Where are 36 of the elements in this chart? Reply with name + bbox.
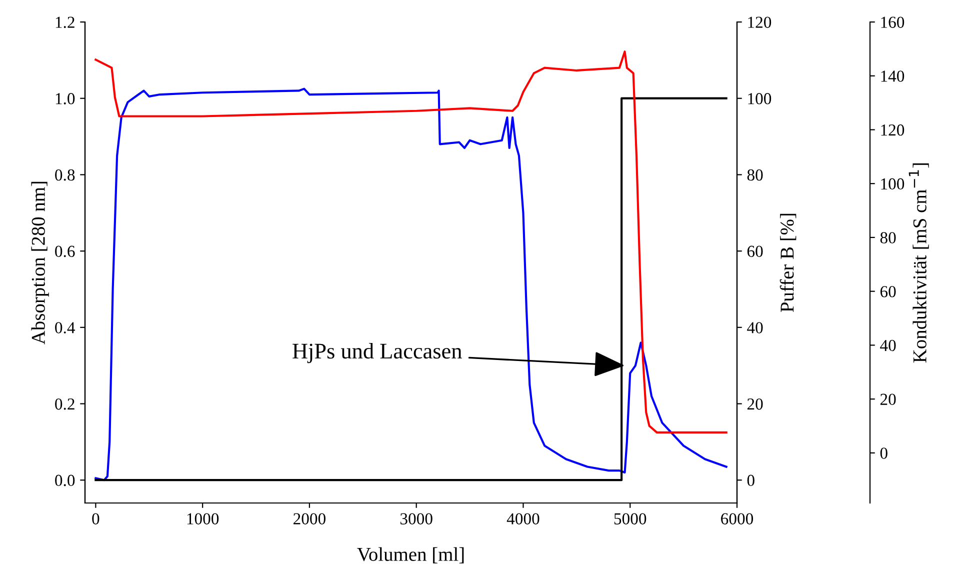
y2-tick-label: 80 [747,169,763,181]
y-tick-label: 0.6 [55,246,75,258]
y2-tick-label: 20 [747,398,763,410]
y3-axis-title: Konduktivität [mS cm$^{−1}$] [908,163,929,363]
x-tick-label: 3000 [400,513,432,524]
y-tick-label: 0.4 [55,322,76,334]
y3-tick-label: 80 [880,232,896,244]
y-tick-label: 1.0 [56,93,75,104]
y-tick-label: 0.0 [55,474,75,486]
y3-tick-label: 120 [881,124,904,136]
x-tick-label: 2000 [294,513,326,524]
y2-tick-label: 120 [748,16,772,28]
x-tick-label: 6000 [721,513,754,524]
y3-tick-label: 0 [880,448,888,459]
line-series [94,50,728,434]
y-tick-label: 0.8 [55,169,75,181]
y3-tick-label: 160 [881,16,904,28]
y3-tick-label: 60 [880,286,896,298]
annotation: HjPs und Laccasen [292,342,462,364]
y-axis-title: Absorption [280 nm] [31,182,49,344]
x-axis-title: Volumen [ml] [357,547,464,564]
y2-tick-label: 0 [747,474,754,486]
y2-tick-label: 60 [747,246,763,257]
x-tick-label: 0 [92,513,100,524]
y2-tick-label: 40 [747,322,763,334]
x-tick-label: 4000 [506,513,540,524]
y3-tick-label: 140 [881,70,904,82]
y3-tick-label: 20 [880,394,896,405]
y-tick-label: 1.2 [56,16,74,28]
y-tick-label: 0.2 [55,398,74,410]
y2-tick-label: 100 [748,93,772,104]
y3-tick-label: 40 [880,340,896,352]
x-tick-label: 5000 [614,513,646,524]
y2-axis-title: Puffer B [%] [780,214,796,312]
x-tick-label: 1000 [187,513,219,524]
y3-tick-label: 100 [881,178,904,190]
